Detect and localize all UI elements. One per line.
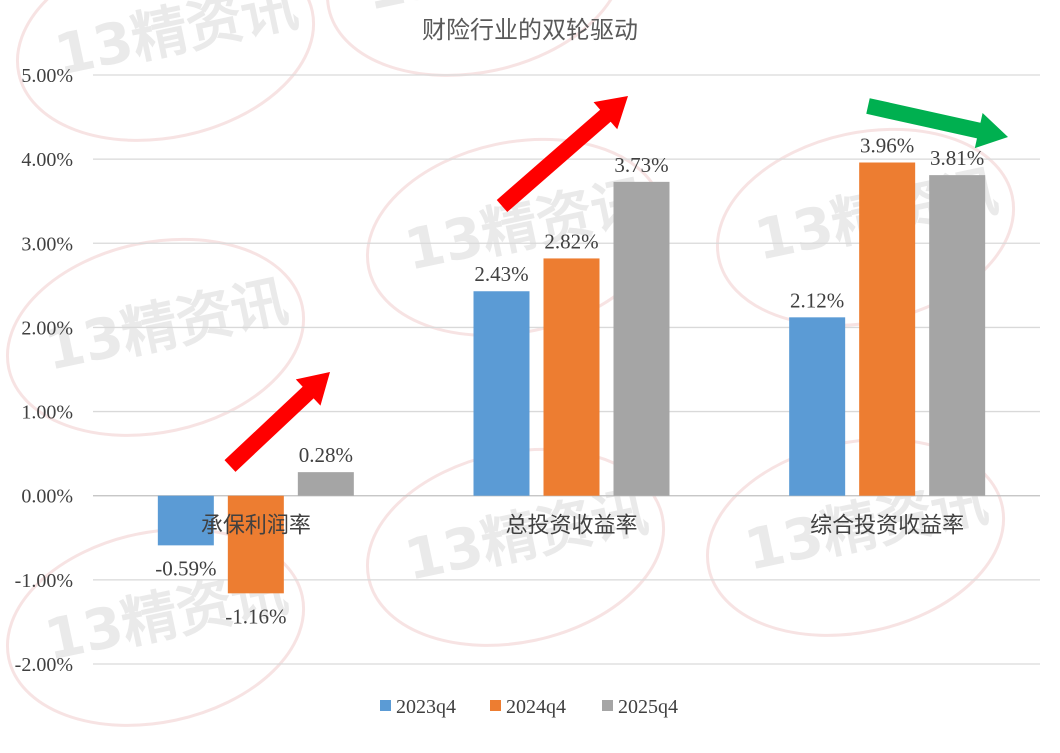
bar [929, 175, 986, 496]
bar [473, 291, 530, 496]
category-label: 综合投资收益率 [810, 514, 964, 539]
trend-arrows [224, 96, 1008, 472]
bar [859, 162, 916, 496]
legend-label: 2025q4 [618, 696, 678, 718]
legend-swatch [602, 700, 613, 711]
legend-swatch [490, 700, 501, 711]
watermark-stamp-ring [5, 237, 306, 437]
y-axis-ticks: 5.00% 4.00% 3.00% 2.00% 1.00% 0.00% -1.00% -2.0… [15, 65, 73, 676]
bar [613, 181, 670, 496]
legend-label: 2024q4 [506, 696, 566, 718]
data-label: 2.82% [544, 229, 598, 253]
category-labels: 承保利润率 总投资收益率 综合投资收益率 [201, 514, 964, 539]
category-label: 总投资收益率 [505, 514, 637, 539]
watermark-stamp-ring [15, 0, 316, 142]
category-label: 承保利润率 [201, 514, 311, 539]
arrow-up-icon [224, 372, 330, 472]
y-tick-label: 1.00% [21, 402, 73, 424]
y-tick-label: 3.00% [21, 233, 73, 255]
y-tick-label: 0.00% [21, 486, 73, 508]
data-labels: -0.59% -1.16% 0.28% 2.43% 2.82% 3.73% 2.12% 3.9… [155, 134, 984, 629]
y-tick-label: -2.00% [15, 654, 73, 676]
watermark-stamp-ring [5, 527, 306, 727]
data-label: -0.59% [155, 556, 216, 580]
y-tick-label: 5.00% [21, 65, 73, 87]
legend-swatch [380, 700, 391, 711]
data-label: 2.12% [790, 288, 844, 312]
chart-title: 财险行业的双轮驱动 [422, 16, 638, 44]
data-label: 3.73% [614, 153, 668, 177]
watermark-text: 13精资讯 [39, 269, 293, 384]
data-label: 3.96% [860, 134, 914, 158]
bar [157, 495, 214, 546]
data-label: 2.43% [474, 262, 528, 286]
bar [789, 317, 846, 496]
bar [227, 495, 284, 594]
legend: 2023q4 2024q4 2025q4 [380, 696, 678, 718]
data-label: 0.28% [299, 443, 353, 467]
y-tick-label: 2.00% [21, 317, 73, 339]
bars [157, 162, 986, 594]
arrow-down-icon [866, 98, 1008, 149]
data-label: 3.81% [930, 146, 984, 170]
arrow-up-icon [496, 96, 628, 213]
bar [543, 258, 600, 496]
data-label: -1.16% [225, 604, 286, 628]
bar [297, 472, 354, 496]
legend-label: 2023q4 [396, 696, 456, 718]
y-tick-label: -1.00% [15, 570, 73, 592]
watermark-stamp-ring [325, 0, 626, 77]
y-tick-label: 4.00% [21, 149, 73, 171]
